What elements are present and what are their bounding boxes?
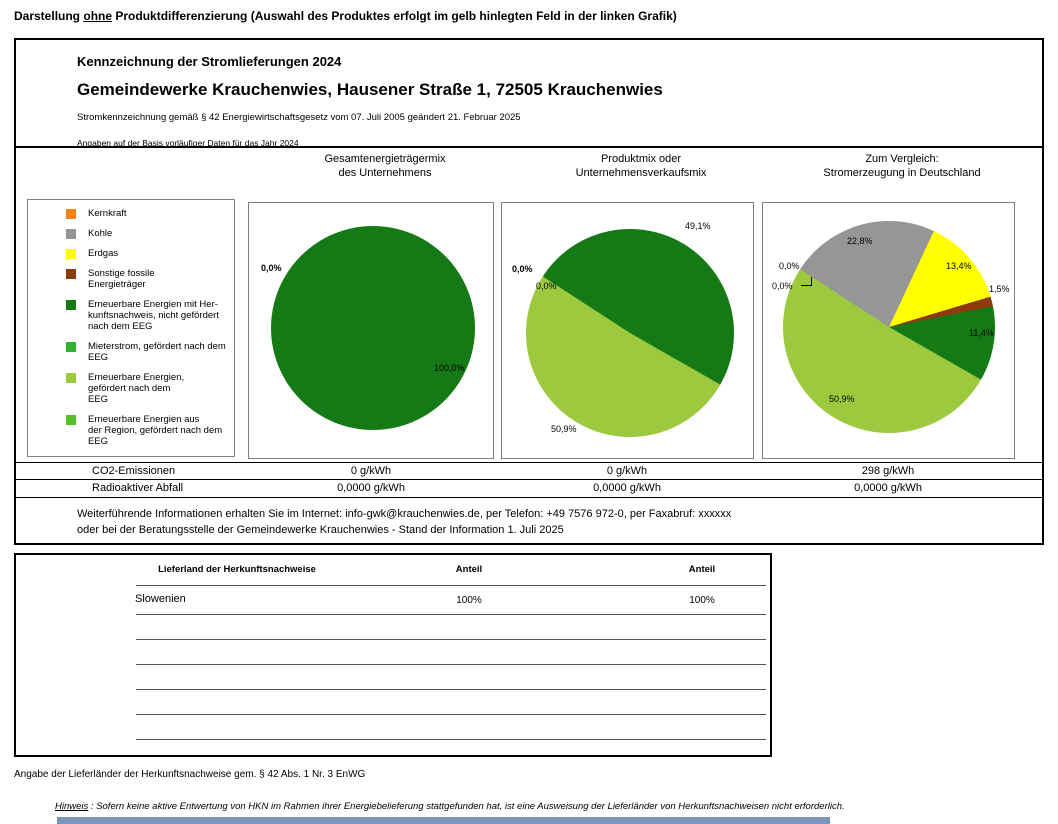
chart3-title: Zum Vergleich: Stromerzeugung in Deutsch…	[782, 152, 1022, 180]
co2-value-gesamtmix: 0 g/kWh	[350, 465, 392, 477]
chart1-title-line2: des Unternehmens	[338, 167, 432, 179]
legend-item-ee-herkunftsnachweis: Erneuerbare Energien mit Her- kunftsnach…	[66, 299, 234, 332]
pie-label: 0,0%	[512, 264, 533, 274]
origin-header-share2: Anteil	[688, 564, 716, 575]
legend-item-ee-region: Erneuerbare Energien aus der Region, gef…	[66, 414, 234, 447]
pie-label: 0,0%	[779, 261, 800, 271]
table-line	[136, 614, 766, 615]
erdgas-swatch-icon	[66, 249, 76, 259]
page-top-note: Darstellung ohne Produktdifferenzierung …	[14, 9, 677, 23]
legend-label: Erneuerbare Energien mit Her- kunftsnach…	[88, 299, 219, 332]
origin-table: Lieferland der Herkunftsnachweise Anteil…	[14, 553, 772, 757]
deutschland-pie	[783, 221, 995, 433]
pie-label: 0,0%	[536, 281, 557, 291]
radioactive-value-deutschland: 0,0000 g/kWh	[854, 482, 922, 494]
legend-label: Erneuerbare Energien, gefördert nach dem…	[88, 372, 185, 405]
ee-eeg-swatch-icon	[66, 373, 76, 383]
legend-label: Kohle	[88, 228, 113, 239]
origin-header-share1: Anteil	[455, 564, 483, 575]
table-line	[136, 689, 766, 690]
pie-label: 49,1%	[685, 221, 711, 231]
radioactive-row-label: Radioaktiver Abfall	[92, 482, 184, 494]
chart1-title: Gesamtenergieträgermix des Unternehmens	[265, 152, 505, 180]
pie-label: 0,0%	[772, 281, 793, 291]
chart-deutschland: 22,8% 13,4% 1,5% 11,4% 50,9% 0,0% 0,0%	[762, 202, 1015, 459]
legend-item-kohle: Kohle	[66, 228, 234, 239]
legend-item-sonstige-fossile: Sonstige fossile Energieträger	[66, 268, 234, 290]
sonstige-fossile-swatch-icon	[66, 269, 76, 279]
co2-row: CO2-Emissionen 0 g/kWh 0 g/kWh 298 g/kWh	[16, 462, 1042, 480]
charts-divider-line	[16, 146, 1042, 148]
chart2-title-line2: Unternehmensverkaufsmix	[575, 167, 707, 179]
pie-label: 50,9%	[551, 424, 577, 434]
hinweis-label: Hinweis	[55, 801, 89, 812]
chart2-title-line1: Produktmix oder	[600, 153, 682, 165]
chart-gesamtmix: 0,0% 100,0%	[248, 202, 494, 459]
contact-info-line1: Weiterführende Informationen erhalten Si…	[77, 508, 732, 520]
legend-label: Sonstige fossile Energieträger	[88, 268, 155, 290]
footer-hinweis: Hinweis : Sofern keine aktive Entwertung…	[55, 801, 845, 812]
mieterstrom-swatch-icon	[66, 342, 76, 352]
kohle-swatch-icon	[66, 229, 76, 239]
top-note-suffix: Produktdifferenzierung (Auswahl des Prod…	[112, 9, 677, 23]
radioactive-value-produktmix: 0,0000 g/kWh	[593, 482, 661, 494]
co2-row-label: CO2-Emissionen	[92, 465, 176, 477]
chart3-title-line2: Stromerzeugung in Deutschland	[823, 167, 981, 179]
legend-item-ee-eeg: Erneuerbare Energien, gefördert nach dem…	[66, 372, 234, 405]
pie-label: 11,4%	[969, 328, 994, 338]
footer-enwg-note: Angabe der Lieferländer der Herkunftsnac…	[14, 769, 366, 780]
chart2-title: Produktmix oder Unternehmensverkaufsmix	[521, 152, 761, 180]
table-line	[136, 739, 766, 740]
table-line	[136, 714, 766, 715]
legend-label: Kernkraft	[88, 208, 127, 219]
radioactive-value-gesamtmix: 0,0000 g/kWh	[337, 482, 405, 494]
company-title: Gemeindewerke Krauchenwies, Hausener Str…	[77, 80, 663, 99]
pie-label: 50,9%	[829, 394, 855, 404]
pie-label: 1,5%	[989, 284, 1010, 294]
legend-label: Erneuerbare Energien aus der Region, gef…	[88, 414, 223, 447]
co2-value-deutschland: 298 g/kWh	[861, 465, 915, 477]
legend-item-kernkraft: Kernkraft	[66, 208, 234, 219]
pie-label: 100,0%	[434, 363, 465, 373]
kernkraft-swatch-icon	[66, 209, 76, 219]
top-note-prefix: Darstellung	[14, 9, 84, 23]
pie-label-leader-line	[801, 277, 812, 286]
chart1-title-line1: Gesamtenergieträgermix	[324, 153, 446, 165]
legend-label: Mieterstrom, gefördert nach dem EEG	[88, 341, 226, 363]
report-title: Kennzeichnung der Stromlieferungen 2024	[77, 54, 342, 69]
energy-legend: Kernkraft Kohle Erdgas Sonstige fossile …	[27, 199, 235, 457]
contact-info: Weiterführende Informationen erhalten Si…	[77, 506, 731, 538]
legend-label: Erdgas	[88, 248, 119, 259]
ee-region-swatch-icon	[66, 415, 76, 425]
pie-label: 13,4%	[946, 261, 972, 271]
legend-item-mieterstrom: Mieterstrom, gefördert nach dem EEG	[66, 341, 234, 363]
table-line	[136, 585, 766, 586]
hinweis-text: : Sofern keine aktive Entwertung von HKN…	[88, 801, 845, 812]
ee-herkunftsnachweis-swatch-icon	[66, 300, 76, 310]
co2-value-produktmix: 0 g/kWh	[606, 465, 648, 477]
contact-info-line2: oder bei der Beratungsstelle der Gemeind…	[77, 524, 564, 536]
table-line	[136, 664, 766, 665]
radioactive-row: Radioaktiver Abfall 0,0000 g/kWh 0,0000 …	[16, 480, 1042, 498]
chart3-title-line1: Zum Vergleich:	[865, 153, 939, 165]
produktmix-pie	[526, 229, 734, 437]
report-box: Kennzeichnung der Stromlieferungen 2024 …	[14, 38, 1044, 545]
basis-note: Angaben auf der Basis vorläufiger Daten …	[77, 138, 299, 148]
legend-item-erdgas: Erdgas	[66, 248, 234, 259]
pie-label: 0,0%	[261, 263, 282, 273]
origin-row-country: Slowenien	[135, 593, 186, 605]
top-note-ohne: ohne	[83, 9, 113, 23]
origin-row-share1: 100%	[456, 595, 482, 606]
table-line	[136, 639, 766, 640]
chart-produktmix: 49,1% 0,0% 0,0% 50,9%	[501, 202, 754, 459]
pie-label: 22,8%	[847, 236, 873, 246]
origin-row-share2: 100%	[689, 595, 715, 606]
emissions-table: CO2-Emissionen 0 g/kWh 0 g/kWh 298 g/kWh…	[16, 462, 1042, 498]
law-note: Stromkennzeichnung gemäß § 42 Energiewir…	[77, 112, 521, 123]
horizontal-scrollbar[interactable]	[57, 817, 830, 824]
origin-header-country: Lieferland der Herkunftsnachweise	[158, 564, 316, 575]
gesamtmix-pie	[271, 226, 475, 430]
